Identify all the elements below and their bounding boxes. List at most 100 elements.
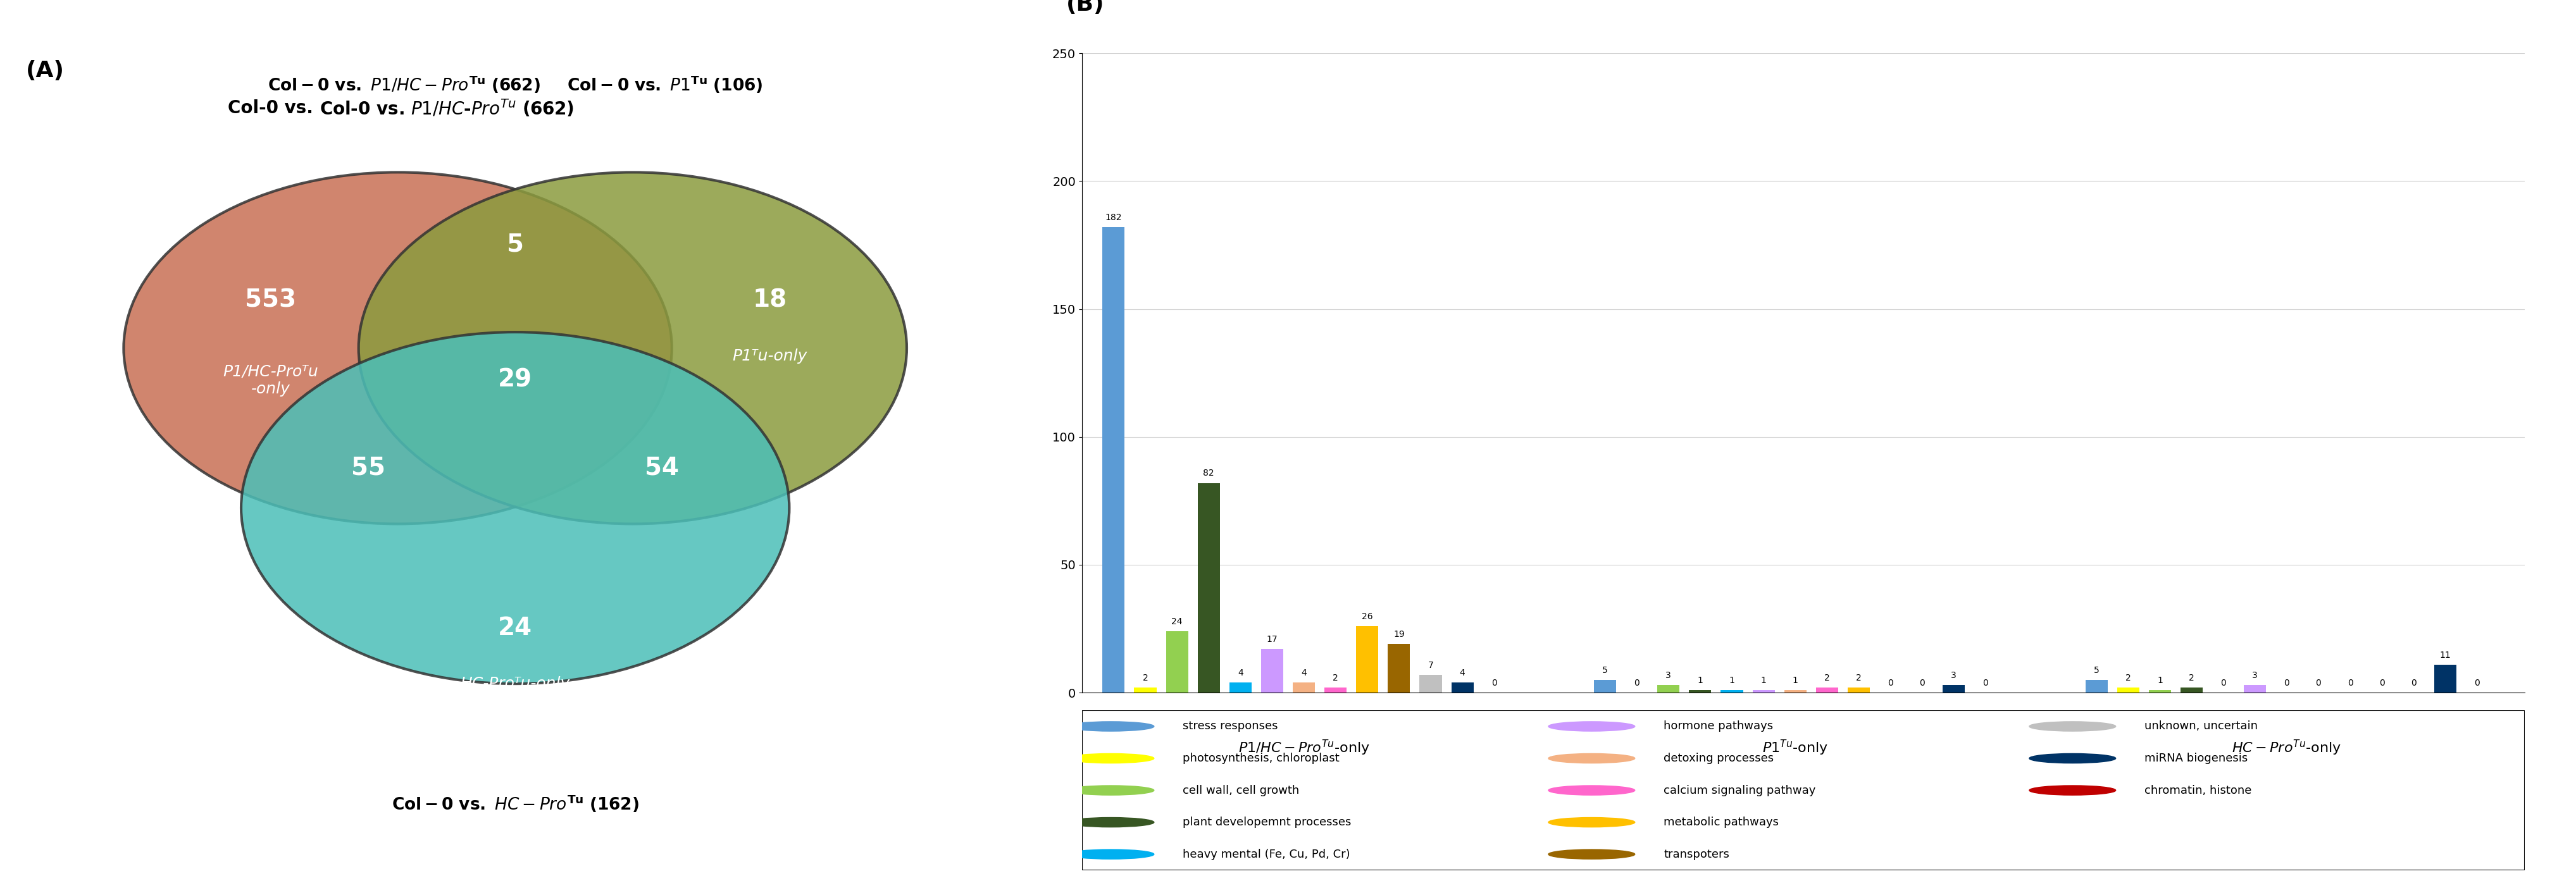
Circle shape bbox=[1548, 722, 1636, 731]
Circle shape bbox=[1066, 754, 1154, 763]
Bar bbox=[1103, 227, 1126, 693]
Bar bbox=[1324, 687, 1347, 693]
Text: 1: 1 bbox=[1762, 676, 1767, 685]
Text: 11: 11 bbox=[2439, 651, 2450, 660]
Bar bbox=[1198, 483, 1221, 693]
Text: 1: 1 bbox=[1698, 676, 1703, 685]
Ellipse shape bbox=[358, 172, 907, 524]
Text: 7: 7 bbox=[1427, 661, 1432, 670]
Text: 0: 0 bbox=[1492, 678, 1497, 687]
Text: $\mathit{P1/HC-Pro}^{Tu}$-only: $\mathit{P1/HC-Pro}^{Tu}$-only bbox=[1239, 739, 1370, 757]
Bar bbox=[1167, 631, 1188, 693]
Ellipse shape bbox=[124, 172, 672, 524]
Text: chromatin, histone: chromatin, histone bbox=[2146, 785, 2251, 796]
Text: 0: 0 bbox=[2221, 678, 2226, 687]
Text: 0: 0 bbox=[1984, 678, 1989, 687]
Text: 24: 24 bbox=[497, 615, 533, 640]
Text: P1/HC-Proᵀu
-only: P1/HC-Proᵀu -only bbox=[222, 364, 319, 396]
Text: 0: 0 bbox=[2411, 678, 2416, 687]
Bar bbox=[1690, 690, 1710, 693]
Bar bbox=[1450, 682, 1473, 693]
Text: plant developemnt processes: plant developemnt processes bbox=[1182, 817, 1352, 828]
Circle shape bbox=[1066, 850, 1154, 859]
Text: 19: 19 bbox=[1394, 630, 1404, 639]
Text: 1: 1 bbox=[1728, 676, 1734, 685]
Text: (B): (B) bbox=[1066, 0, 1105, 15]
Text: 2: 2 bbox=[1824, 674, 1829, 682]
Text: 17: 17 bbox=[1267, 635, 1278, 644]
Circle shape bbox=[1548, 818, 1636, 827]
Text: unknown, uncertain: unknown, uncertain bbox=[2146, 721, 2259, 732]
Bar bbox=[1752, 690, 1775, 693]
Bar bbox=[2434, 664, 2458, 693]
Text: 0: 0 bbox=[1919, 678, 1924, 687]
Circle shape bbox=[2030, 754, 2115, 763]
Text: Col-0 vs.: Col-0 vs. bbox=[229, 99, 319, 117]
Text: 24: 24 bbox=[1172, 617, 1182, 626]
Text: 0: 0 bbox=[2316, 678, 2321, 687]
Circle shape bbox=[2030, 786, 2115, 795]
Bar bbox=[2244, 685, 2267, 693]
Bar bbox=[1355, 626, 1378, 693]
Text: 1: 1 bbox=[2156, 676, 2164, 685]
Text: P1ᵀu-only: P1ᵀu-only bbox=[732, 348, 806, 364]
Text: 2: 2 bbox=[1144, 674, 1149, 682]
Bar bbox=[2148, 690, 2172, 693]
Text: $\bf{Col-0\ vs.\ }$$\bf{\mathit{HC-Pro}^{Tu}}$$\bf{\ (162)}$: $\bf{Col-0\ vs.\ }$$\bf{\mathit{HC-Pro}^… bbox=[392, 793, 639, 814]
Text: detoxing processes: detoxing processes bbox=[1664, 753, 1775, 764]
Ellipse shape bbox=[242, 332, 788, 684]
Text: 29: 29 bbox=[497, 368, 533, 392]
Text: 26: 26 bbox=[1363, 612, 1373, 621]
Text: 1: 1 bbox=[1793, 676, 1798, 685]
Text: 3: 3 bbox=[1950, 671, 1958, 680]
Circle shape bbox=[1548, 754, 1636, 763]
Bar bbox=[1595, 680, 1615, 693]
Bar bbox=[2179, 687, 2202, 693]
Circle shape bbox=[1548, 786, 1636, 795]
Text: calcium signaling pathway: calcium signaling pathway bbox=[1664, 785, 1816, 796]
Bar bbox=[1133, 687, 1157, 693]
Text: 553: 553 bbox=[245, 288, 296, 313]
Text: $\mathit{P1}^{Tu}$-only: $\mathit{P1}^{Tu}$-only bbox=[1762, 739, 1829, 757]
Bar bbox=[1293, 682, 1314, 693]
Text: hormone pathways: hormone pathways bbox=[1664, 721, 1772, 732]
Text: 5: 5 bbox=[507, 232, 523, 257]
Text: 5: 5 bbox=[1602, 666, 1607, 675]
Text: 18: 18 bbox=[752, 288, 786, 313]
Text: HC-Proᵀu-only: HC-Proᵀu-only bbox=[461, 676, 569, 692]
Text: 3: 3 bbox=[1667, 671, 1672, 680]
Text: transpoters: transpoters bbox=[1664, 849, 1728, 860]
Bar bbox=[1419, 675, 1443, 693]
Bar bbox=[2087, 680, 2107, 693]
Text: 0: 0 bbox=[1888, 678, 1893, 687]
Text: 2: 2 bbox=[1332, 674, 1340, 682]
Text: 55: 55 bbox=[350, 456, 386, 480]
Text: (A): (A) bbox=[26, 60, 64, 82]
Text: 2: 2 bbox=[2125, 674, 2130, 682]
Circle shape bbox=[1066, 786, 1154, 795]
Bar bbox=[1388, 644, 1409, 693]
Text: 0: 0 bbox=[2380, 678, 2385, 687]
Text: photosynthesis, chloroplast: photosynthesis, chloroplast bbox=[1182, 753, 1340, 764]
Circle shape bbox=[1066, 818, 1154, 827]
Bar bbox=[1785, 690, 1806, 693]
Text: 5: 5 bbox=[2094, 666, 2099, 675]
Bar bbox=[1721, 690, 1744, 693]
Text: 0: 0 bbox=[2473, 678, 2481, 687]
Bar bbox=[1816, 687, 1839, 693]
Bar bbox=[1847, 687, 1870, 693]
Text: 4: 4 bbox=[1236, 669, 1244, 678]
Text: $\bf{Col-0\ vs.\ }$$\bf{\mathit{P1/HC-Pro}^{Tu}}$$\bf{\ (662)}$     $\bf{Col-0\ : $\bf{Col-0\ vs.\ }$$\bf{\mathit{P1/HC-Pr… bbox=[268, 74, 762, 95]
Text: 182: 182 bbox=[1105, 213, 1123, 222]
Text: heavy mental (Fe, Cu, Pd, Cr): heavy mental (Fe, Cu, Pd, Cr) bbox=[1182, 849, 1350, 860]
Text: 4: 4 bbox=[1301, 669, 1306, 678]
Text: 0: 0 bbox=[2285, 678, 2290, 687]
Text: stress responses: stress responses bbox=[1182, 721, 1278, 732]
Text: 4: 4 bbox=[1461, 669, 1466, 678]
Text: $\mathit{HC-Pro}^{Tu}$-only: $\mathit{HC-Pro}^{Tu}$-only bbox=[2231, 739, 2342, 757]
Circle shape bbox=[2030, 722, 2115, 731]
Circle shape bbox=[1548, 850, 1636, 859]
Text: 54: 54 bbox=[644, 456, 680, 480]
Text: miRNA biogenesis: miRNA biogenesis bbox=[2146, 753, 2249, 764]
Text: Col-0 vs. $\mathit{P1/HC}$-$\mathit{Pro}^{Tu}$ (662): Col-0 vs. $\mathit{P1/HC}$-$\mathit{Pro}… bbox=[319, 98, 574, 119]
